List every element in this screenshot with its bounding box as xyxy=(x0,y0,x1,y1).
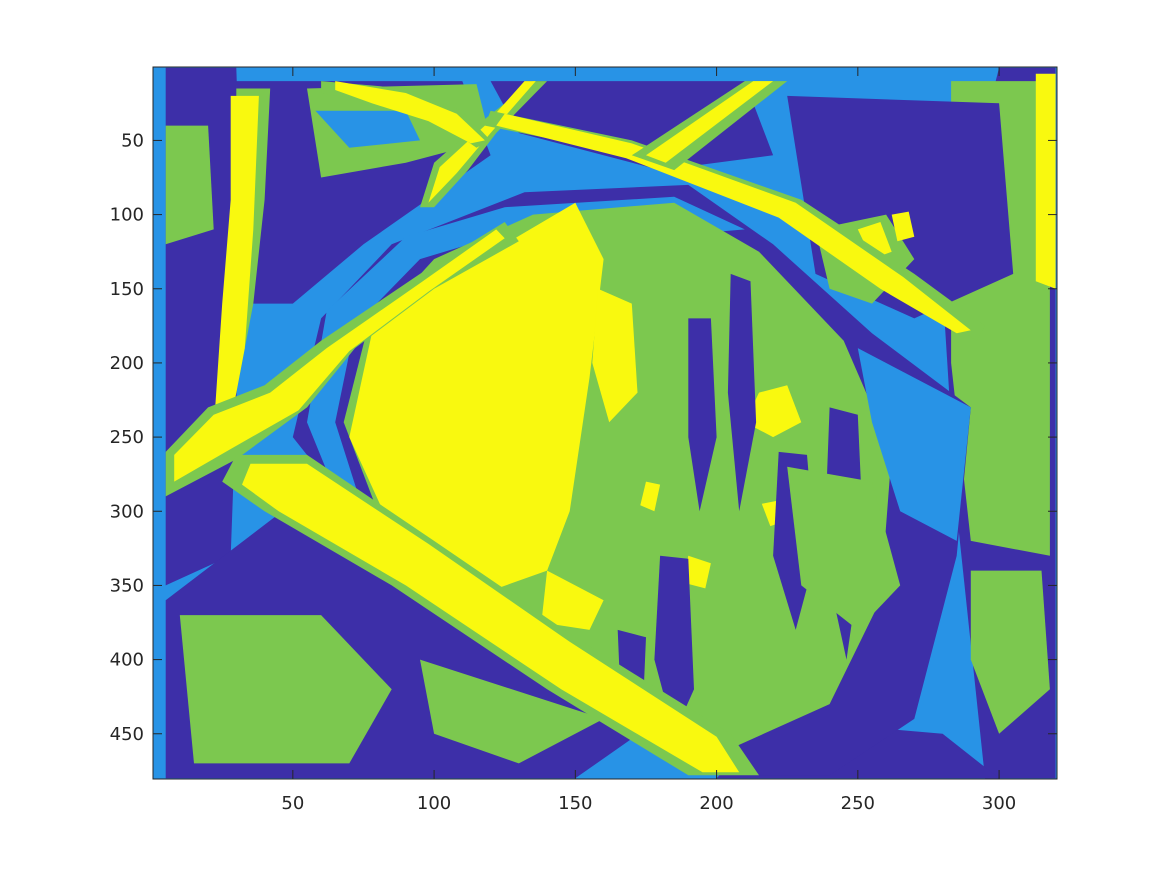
heatmap-region-49 xyxy=(646,81,774,163)
y-axis-ticks: 50 100 150 200 250 300 350 400 450 xyxy=(110,130,1057,745)
heatmap-region-10 xyxy=(490,81,774,171)
x-axis-ticks: 50 100 150 200 250 300 xyxy=(281,67,1016,814)
heatmap-region-14 xyxy=(420,659,604,764)
heatmap-region-32 xyxy=(857,348,971,541)
heatmap-region-34 xyxy=(857,222,892,260)
y-tick-label: 200 xyxy=(110,353,144,374)
heatmap-region-25 xyxy=(640,481,661,512)
x-tick-label: 250 xyxy=(841,793,875,814)
heatmap-region-23 xyxy=(744,385,802,438)
heatmap-region-9 xyxy=(315,110,420,148)
image-layer xyxy=(153,67,1057,779)
y-tick-label: 400 xyxy=(110,650,144,671)
y-tick-label: 50 xyxy=(121,130,144,151)
y-tick-label: 350 xyxy=(110,575,144,596)
heatmap-region-30 xyxy=(654,555,694,734)
plot-area: 50 100 150 200 250 300 50 100 150 200 250 300 350 40… xyxy=(110,66,1058,814)
y-tick-label: 150 xyxy=(110,279,144,300)
heatmap-region-13 xyxy=(179,615,392,764)
x-tick-label: 150 xyxy=(558,793,592,814)
y-tick-label: 250 xyxy=(110,427,144,448)
heatmap-region-22 xyxy=(682,555,711,589)
heatmap-region-26 xyxy=(688,318,717,512)
heatmap-region-39 xyxy=(213,95,259,430)
heatmap-region-21 xyxy=(541,570,604,630)
heatmap-region-47 xyxy=(496,113,971,334)
x-tick-label: 300 xyxy=(982,793,1016,814)
heatmap-region-5 xyxy=(1035,73,1056,289)
y-tick-label: 300 xyxy=(110,501,144,522)
x-tick-label: 100 xyxy=(417,793,451,814)
y-tick-label: 450 xyxy=(110,724,144,745)
x-tick-label: 50 xyxy=(281,793,304,814)
heatmap-region-27 xyxy=(727,273,757,512)
heatmap-region-36 xyxy=(787,466,901,630)
x-tick-label: 200 xyxy=(699,793,733,814)
heatmap-region-2 xyxy=(165,125,214,245)
y-tick-label: 100 xyxy=(110,205,144,226)
heatmap-region-20 xyxy=(592,288,638,423)
heatmap-region-51 xyxy=(242,463,740,773)
heatmap-region-45 xyxy=(335,81,485,144)
heatmap-region-35 xyxy=(891,211,915,242)
heatmap-region-37 xyxy=(970,570,1050,734)
heatmap-region-41 xyxy=(174,229,505,482)
axes-box xyxy=(152,66,1058,780)
